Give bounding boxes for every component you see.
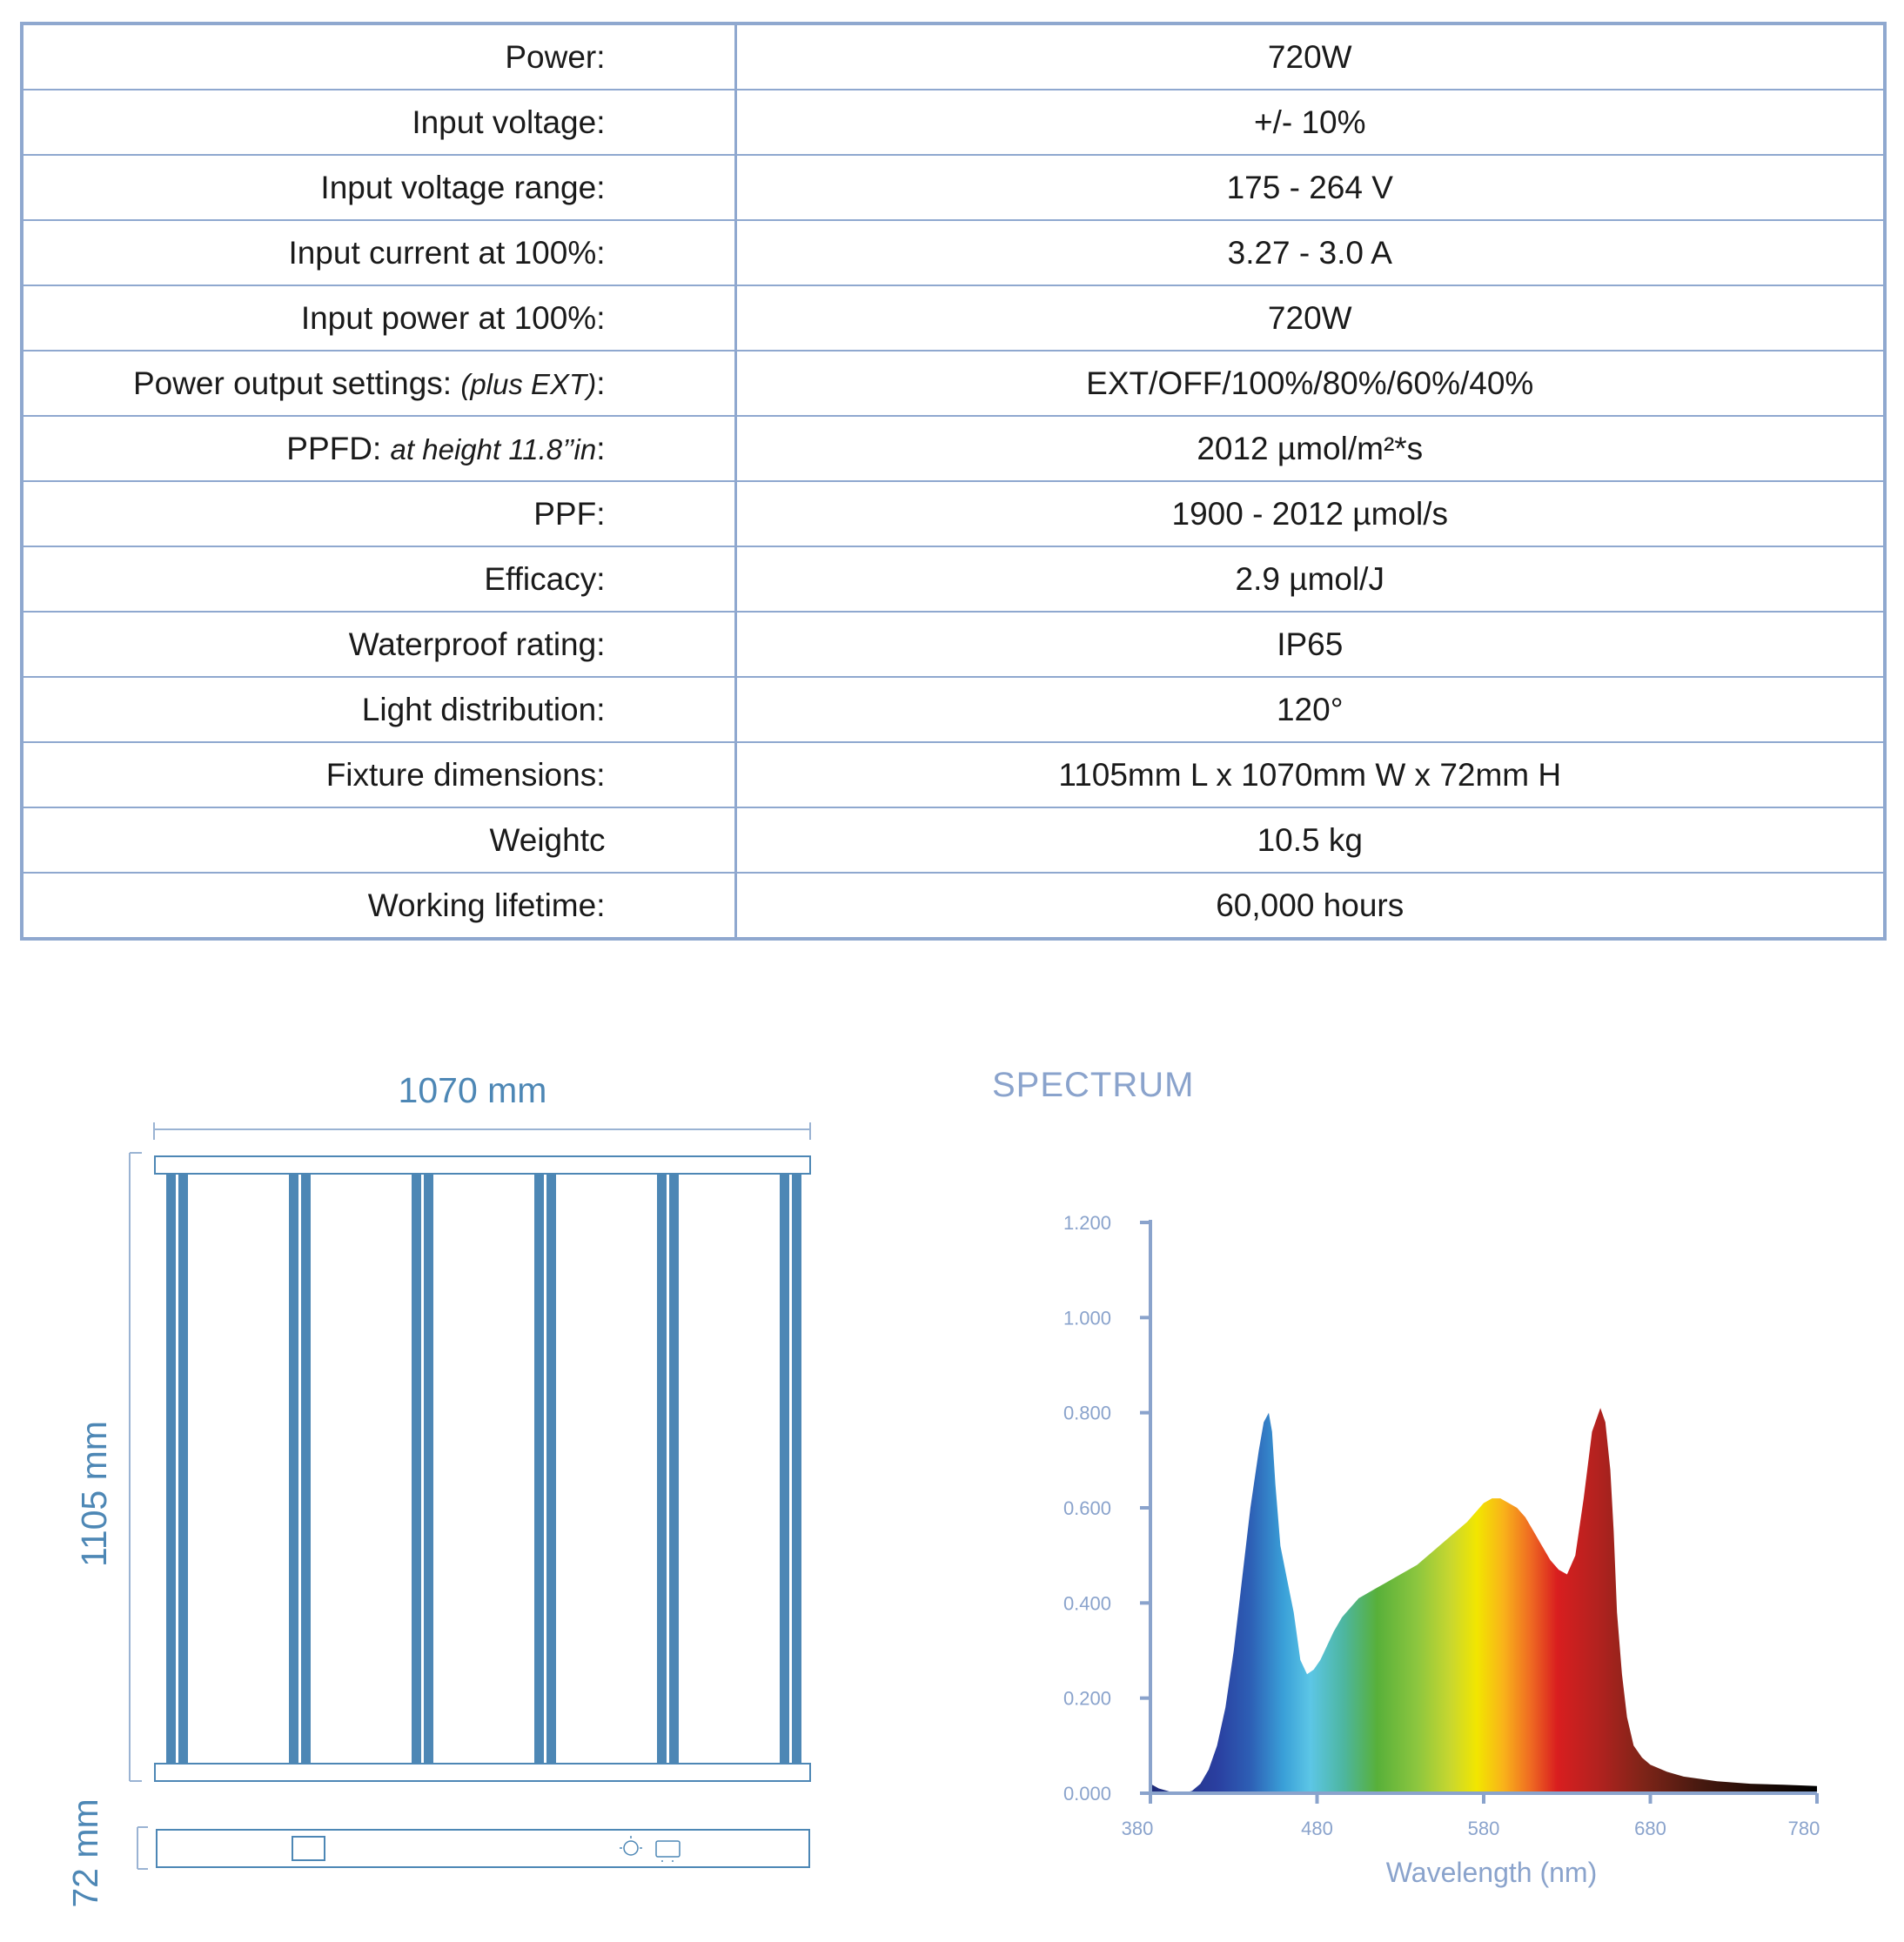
spec-row: Input voltage range: 175 - 264 V: [20, 154, 1887, 221]
spec-value: 720W: [734, 22, 1887, 90]
spec-label-text: Input power at 100%:: [300, 299, 606, 336]
x-tick-label: 780: [1788, 1818, 1820, 1839]
spec-label-suffix: :: [596, 430, 606, 466]
width-dimension-label: 1070 mm: [398, 1070, 547, 1110]
spec-label-text: Input current at 100%:: [288, 234, 606, 271]
spec-row: Input current at 100%: 3.27 - 3.0 A: [20, 219, 1887, 286]
spec-row: Input power at 100%: 720W: [20, 285, 1887, 352]
spec-label: Input voltage:: [20, 89, 737, 156]
chart-title: SPECTRUM: [992, 1066, 1195, 1104]
x-tick-label: 480: [1301, 1818, 1333, 1839]
spec-value: IP65: [734, 611, 1887, 678]
spec-label-text: Waterproof rating:: [348, 626, 606, 662]
spec-label-text: Working lifetime:: [367, 887, 606, 923]
spec-label: Working lifetime:: [20, 872, 737, 941]
spec-value: 1105mm L x 1070mm W x 72mm H: [734, 741, 1887, 808]
spec-value: 60,000 hours: [734, 872, 1887, 941]
x-tick-label: 680: [1634, 1818, 1666, 1839]
y-tick-label: 1.200: [1063, 1212, 1111, 1234]
spec-label-text: Light distribution:: [361, 691, 606, 727]
spec-label-suffix: :: [596, 365, 606, 401]
spec-value: 10.5 kg: [734, 807, 1887, 874]
spec-label: Waterproof rating:: [20, 611, 737, 678]
x-tick-label: 380: [1122, 1818, 1154, 1839]
spec-row: PPFD: at height 11.8’’in: 2012 µmol/m²*s: [20, 415, 1887, 482]
spec-row: Fixture dimensions: 1105mm L x 1070mm W x…: [20, 741, 1887, 808]
spec-value: 2012 µmol/m²*s: [734, 415, 1887, 482]
y-tick-label: 0.400: [1063, 1592, 1111, 1614]
y-tick-label: 0.600: [1063, 1497, 1111, 1519]
spec-label-text: Power output settings:: [132, 365, 461, 401]
spec-label: Fixture dimensions:: [20, 741, 737, 808]
y-tick-label: 0.800: [1063, 1403, 1111, 1424]
spec-label: Input power at 100%:: [20, 285, 737, 352]
spec-value: 120°: [734, 676, 1887, 743]
spec-row: Efficacy: 2.9 µmol/J: [20, 546, 1887, 613]
spec-value: 3.27 - 3.0 A: [734, 219, 1887, 286]
spec-label: Power output settings: (plus EXT):: [20, 350, 737, 417]
spec-label-note: at height 11.8’’in: [390, 432, 597, 465]
spec-value: 720W: [734, 285, 1887, 352]
spec-row: Input voltage: +/- 10%: [20, 89, 1887, 156]
spec-value: 2.9 µmol/J: [734, 546, 1887, 613]
spec-label-text: PPFD:: [286, 430, 391, 466]
spec-label: Light distribution:: [20, 676, 737, 743]
spec-table: Power: 720W Input voltage: +/- 10% Input vol…: [20, 22, 1887, 941]
spec-row: Light distribution: 120°: [20, 676, 1887, 743]
spec-label-text: Weightc: [489, 821, 606, 858]
spec-label-text: PPF:: [533, 495, 606, 532]
spec-value: 1900 - 2012 µmol/s: [734, 480, 1887, 547]
spec-value: +/- 10%: [734, 89, 1887, 156]
spec-value: EXT/OFF/100%/80%/60%/40%: [734, 350, 1887, 417]
spec-label-text: Efficacy:: [484, 560, 606, 597]
x-axis-label: Wavelength (nm): [1386, 1857, 1597, 1888]
spec-label: Efficacy:: [20, 546, 737, 613]
spec-label: Weightc: [20, 807, 737, 874]
spec-label: Input voltage range:: [20, 154, 737, 221]
y-tick-label: 0.200: [1063, 1688, 1111, 1710]
spec-row: Waterproof rating: IP65: [20, 611, 1887, 678]
spec-label: PPFD: at height 11.8’’in:: [20, 415, 737, 482]
spec-row: Power output settings: (plus EXT): EXT/OF…: [20, 350, 1887, 417]
spec-label-text: Fixture dimensions:: [325, 756, 606, 793]
spec-label: PPF:: [20, 480, 737, 547]
spec-label-text: Power:: [505, 38, 606, 75]
spec-label-note: (plus EXT): [460, 367, 597, 400]
spec-label-text: Input voltage:: [412, 104, 606, 140]
spec-label: Input current at 100%:: [20, 219, 737, 286]
spec-label-text: Input voltage range:: [320, 169, 606, 205]
spectrum-area: [1150, 1408, 1817, 1793]
x-tick-label: 580: [1468, 1818, 1500, 1839]
spec-value: 175 - 264 V: [734, 154, 1887, 221]
y-tick-label: 1.000: [1063, 1307, 1111, 1329]
spec-row: Working lifetime: 60,000 hours: [20, 872, 1887, 941]
y-tick-label: 0.000: [1063, 1783, 1111, 1805]
spec-row: PPF: 1900 - 2012 µmol/s: [20, 480, 1887, 547]
spec-row: Weightc 10.5 kg: [20, 807, 1887, 874]
spec-label: Power:: [20, 22, 737, 90]
spec-row: Power: 720W: [20, 22, 1887, 90]
